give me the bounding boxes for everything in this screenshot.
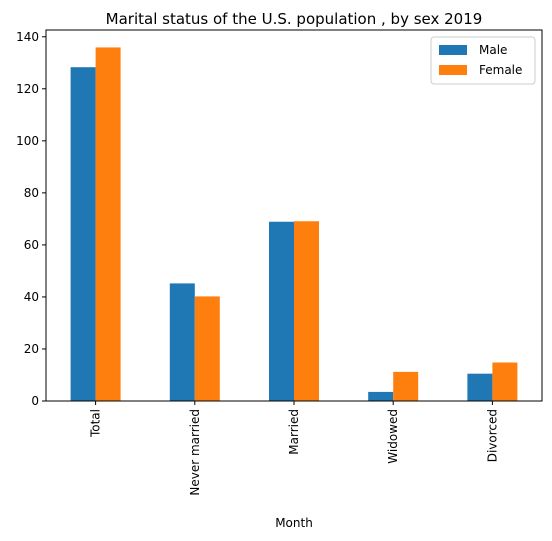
y-tick-label: 80 [24,186,39,200]
x-tick-label: Widowed [386,409,400,464]
y-tick-label: 60 [24,238,39,252]
y-tick-label: 0 [31,394,39,408]
x-axis: Total Never married Married Widowed Divorced [89,401,499,496]
x-tick-label: Never married [188,409,202,496]
legend-label-female: Female [479,63,522,77]
bar-female-divorced [492,362,518,401]
legend-swatch-male [439,45,467,55]
x-tick-label: Total [89,409,103,438]
legend-label-male: Male [479,43,507,57]
bar-female-total [95,47,121,401]
plot-frame [45,29,543,402]
bar-male-total [70,67,96,401]
y-tick-label: 100 [16,134,39,148]
legend-swatch-female [439,65,467,75]
bar-male-widowed [368,391,394,401]
y-tick-label: 140 [16,30,39,44]
y-tick-label: 40 [24,290,39,304]
bar-male-married [269,221,294,401]
x-axis-label: Month [275,516,313,530]
legend: Male Female [430,36,536,85]
bar-female-widowed [393,371,419,401]
bar-female-married [294,221,319,401]
y-axis: 0 20 40 60 80 100 120 140 [16,30,46,408]
bar-male-never-married [169,283,195,401]
x-tick-label: Married [287,409,301,455]
bars-group [70,47,518,401]
chart-title: Marital status of the U.S. population , … [106,10,483,28]
bar-female-never-married [194,296,220,401]
y-tick-label: 20 [24,342,39,356]
x-tick-label: Divorced [485,409,499,462]
y-tick-label: 120 [16,82,39,96]
bar-male-divorced [467,373,493,401]
